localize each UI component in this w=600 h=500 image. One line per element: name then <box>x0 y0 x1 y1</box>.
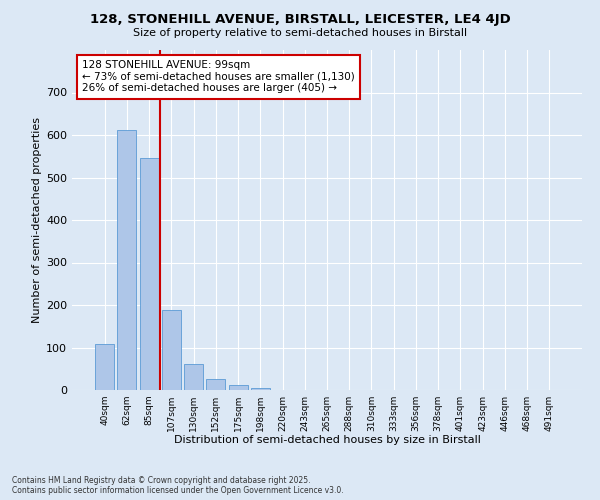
Bar <box>162 310 181 390</box>
X-axis label: Distribution of semi-detached houses by size in Birstall: Distribution of semi-detached houses by … <box>173 436 481 446</box>
Text: 128 STONEHILL AVENUE: 99sqm
← 73% of semi-detached houses are smaller (1,130)
26: 128 STONEHILL AVENUE: 99sqm ← 73% of sem… <box>82 60 355 94</box>
Bar <box>251 388 270 390</box>
Y-axis label: Number of semi-detached properties: Number of semi-detached properties <box>32 117 42 323</box>
Bar <box>229 386 248 390</box>
Bar <box>206 380 225 390</box>
Text: 128, STONEHILL AVENUE, BIRSTALL, LEICESTER, LE4 4JD: 128, STONEHILL AVENUE, BIRSTALL, LEICEST… <box>89 12 511 26</box>
Bar <box>95 344 114 390</box>
Bar <box>140 158 158 390</box>
Text: Contains HM Land Registry data © Crown copyright and database right 2025.
Contai: Contains HM Land Registry data © Crown c… <box>12 476 344 495</box>
Bar <box>184 364 203 390</box>
Bar <box>118 130 136 390</box>
Text: Size of property relative to semi-detached houses in Birstall: Size of property relative to semi-detach… <box>133 28 467 38</box>
